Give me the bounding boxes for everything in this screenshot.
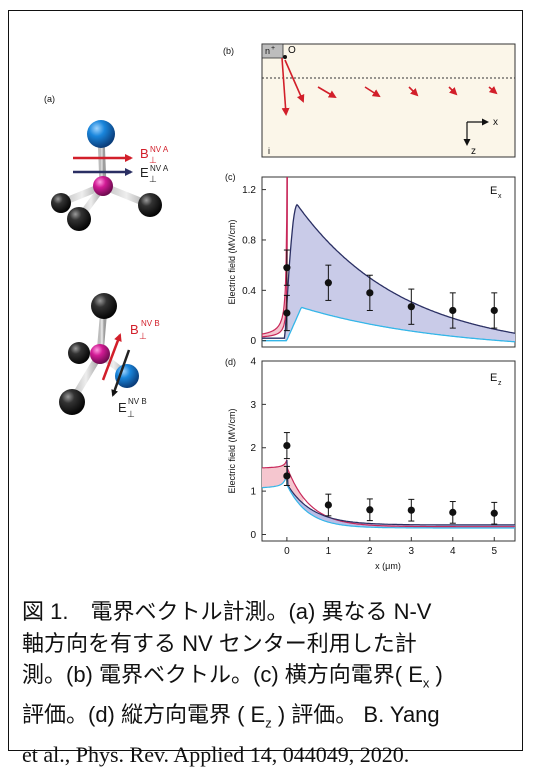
chart-ez-frame xyxy=(261,360,516,542)
ez-mid-curve xyxy=(286,459,515,526)
n-plus-label: n xyxy=(265,46,270,56)
ez-x-tick-label: 2 xyxy=(367,546,373,557)
ex-lower-curve xyxy=(262,306,515,343)
caption-line-2: 軸方向を有する NV センター利用した計 xyxy=(22,630,417,656)
caption-line-1: 図 1. 電界ベクトル計測。(a) 異なる N-V xyxy=(22,599,432,624)
ez-x-tick-label: 4 xyxy=(450,546,456,557)
svg-text:NV A: NV A xyxy=(150,164,169,173)
ez-annotation-sub: z xyxy=(498,380,502,387)
ez-x-tick-label: 0 xyxy=(284,546,290,557)
ez-data-points xyxy=(283,432,498,525)
n-plus-contact xyxy=(261,43,284,59)
ex-data-point xyxy=(366,289,374,297)
label-e-perp-nv-b: E ⊥ NV B xyxy=(118,397,147,419)
ez-y-tick-label: 3 xyxy=(250,400,256,411)
ez-data-point xyxy=(324,501,332,509)
ez-y-axis-label: Electric field (MV/cm) xyxy=(227,408,237,493)
ez-data-point xyxy=(366,506,374,514)
panel-a-label: (a) xyxy=(44,94,55,104)
svg-text:E: E xyxy=(140,165,149,180)
e-field-arrow-b xyxy=(111,349,131,397)
ex-y-axis-label: Electric field (MV/cm) xyxy=(227,219,237,304)
ez-data-point xyxy=(283,472,291,480)
svg-text:E: E xyxy=(118,400,127,415)
caption-line-4: 評価。(d) 縦方向電界 ( Ez ) 評価。 B. Yang xyxy=(22,701,440,731)
n-plus-superscript: + xyxy=(271,45,275,52)
z-axis-label: z xyxy=(471,146,476,157)
ez-upper-curve xyxy=(262,458,515,528)
ex-annotation-sub: x xyxy=(498,193,502,200)
svg-text:B: B xyxy=(130,322,139,337)
figure-canvas: (a) B ⊥ NV A E ⊥ NV A B ⊥ xyxy=(44,43,516,571)
label-b-perp-nv-b: B ⊥ NV B xyxy=(130,319,160,341)
ex-data-point xyxy=(324,279,332,287)
ez-data-point xyxy=(490,509,498,517)
ez-axis-ticks: 0 1 2 3 4 0 1 2 3 4 5 xyxy=(250,357,497,558)
chart-ex: 0 0.4 0.8 1.2 xyxy=(242,176,516,348)
ex-data-point xyxy=(449,306,457,315)
molecule-nv-b xyxy=(59,293,139,415)
ex-data-points xyxy=(283,249,498,332)
ez-data-point xyxy=(283,441,291,450)
x-axis-label: x xyxy=(493,117,498,128)
ex-y-tick-label: 0 xyxy=(250,336,256,347)
ex-spike xyxy=(262,177,288,338)
ex-data-point xyxy=(407,303,415,311)
ez-x-tick-label: 5 xyxy=(491,546,497,557)
molecule-nv-a xyxy=(51,120,162,231)
ez-data-point xyxy=(449,508,457,516)
ez-x-tick-label: 3 xyxy=(409,546,415,557)
svg-text:NV B: NV B xyxy=(128,397,147,406)
ex-data-point xyxy=(283,309,291,317)
ex-data-point xyxy=(490,306,498,315)
ex-annotation: E xyxy=(490,185,497,197)
caption-line-5: et al., Phys. Rev. Applied 14, 044049, 2… xyxy=(22,741,410,767)
device-schematic xyxy=(261,43,516,158)
ex-data-point xyxy=(283,264,291,272)
ez-spike-band xyxy=(262,459,304,509)
ex-y-tick-label: 0.8 xyxy=(242,235,256,246)
panel-b-label: (b) xyxy=(223,46,234,56)
panel-c-label: (c) xyxy=(225,172,236,182)
ex-y-tick-label: 0.4 xyxy=(242,286,256,297)
b-field-arrow-b xyxy=(101,333,122,381)
svg-text:⊥: ⊥ xyxy=(127,409,135,419)
panel-d-label: (d) xyxy=(225,357,236,367)
x-axis-title: x (μm) xyxy=(375,561,401,571)
ex-upper-curve xyxy=(262,203,515,339)
ez-y-tick-label: 2 xyxy=(250,443,256,454)
svg-text:⊥: ⊥ xyxy=(149,174,157,184)
origin-label: O xyxy=(288,45,296,56)
ez-lower-curve xyxy=(262,474,515,529)
label-b-perp-nv-a: B ⊥ NV A xyxy=(140,145,169,165)
intrinsic-label: i xyxy=(268,146,270,156)
ez-annotation: E xyxy=(490,372,497,384)
ex-y-ticks: 0 0.4 0.8 1.2 xyxy=(242,185,266,347)
ex-model-band xyxy=(284,204,515,342)
ex-y-tick-label: 1.2 xyxy=(242,185,256,196)
chart-ez: 0 1 2 3 4 0 1 2 3 4 5 xyxy=(250,357,516,558)
figure-caption: 図 1. 電界ベクトル計測。(a) 異なる N-V 軸方向を有する NV センタ… xyxy=(22,596,516,770)
figure-frame xyxy=(8,10,523,751)
svg-text:⊥: ⊥ xyxy=(149,155,157,165)
field-arrows xyxy=(281,57,498,116)
ez-y-tick-label: 4 xyxy=(250,357,256,368)
ez-x-tick-label: 1 xyxy=(326,546,332,557)
ez-y-tick-label: 1 xyxy=(250,487,256,498)
caption-line-3: 測。(b) 電界ベクトル。(c) 横方向電界( Ex ) xyxy=(22,662,443,691)
svg-text:NV A: NV A xyxy=(150,145,169,154)
svg-text:B: B xyxy=(140,146,149,161)
ez-data-point xyxy=(407,506,415,514)
label-e-perp-nv-a: E ⊥ NV A xyxy=(140,164,169,184)
svg-text:⊥: ⊥ xyxy=(139,331,147,341)
ez-y-tick-label: 0 xyxy=(250,530,256,541)
svg-text:NV B: NV B xyxy=(141,319,160,328)
